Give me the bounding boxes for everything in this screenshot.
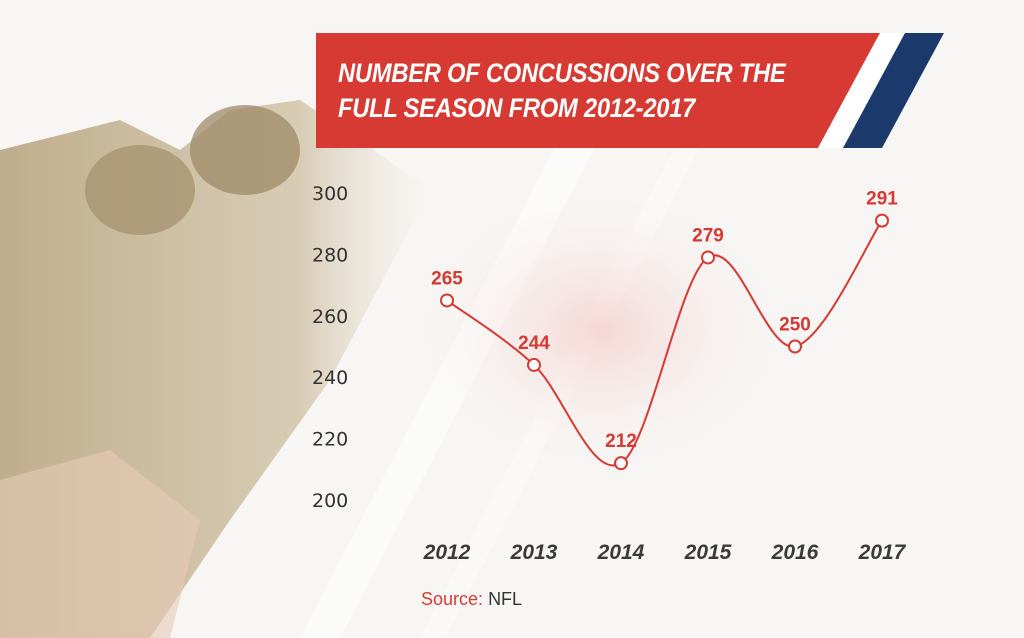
y-tick-label: 280 bbox=[312, 244, 348, 266]
chart-title: NUMBER OF CONCUSSIONS OVER THE FULL SEAS… bbox=[338, 56, 786, 126]
data-label: 212 bbox=[605, 431, 637, 452]
source-note: Source: NFL bbox=[421, 589, 522, 610]
data-point bbox=[788, 339, 802, 354]
x-tick-label: 2014 bbox=[597, 541, 645, 564]
x-tick-label: 2012 bbox=[423, 541, 471, 564]
y-axis: 200 220 240 260 280 300 bbox=[312, 183, 348, 512]
x-tick-label: 2016 bbox=[771, 541, 819, 564]
data-point bbox=[875, 213, 889, 228]
data-label: 250 bbox=[779, 315, 811, 336]
data-point bbox=[701, 250, 715, 265]
series-line bbox=[446, 220, 883, 467]
data-point bbox=[440, 293, 454, 308]
x-axis: 2012 2013 2014 2015 2016 2017 bbox=[423, 541, 907, 564]
data-label: 244 bbox=[518, 333, 550, 354]
y-tick-label: 300 bbox=[312, 183, 348, 205]
data-label: 279 bbox=[692, 225, 724, 246]
data-label: 291 bbox=[866, 189, 898, 210]
chart-title-line-1: NUMBER OF CONCUSSIONS OVER THE bbox=[338, 58, 786, 88]
y-tick-label: 200 bbox=[312, 490, 348, 512]
x-tick-label: 2015 bbox=[684, 541, 732, 564]
y-tick-label: 240 bbox=[312, 367, 348, 389]
x-tick-label: 2017 bbox=[858, 541, 907, 564]
title-banner bbox=[316, 33, 944, 148]
banner-white-stripe bbox=[818, 33, 905, 148]
banner-red bbox=[316, 33, 880, 148]
source-label: Source: bbox=[421, 589, 484, 609]
chart-title-line-2: FULL SEASON FROM 2012-2017 bbox=[338, 93, 696, 123]
y-tick-label: 220 bbox=[312, 429, 348, 451]
data-point bbox=[527, 357, 541, 372]
data-label: 265 bbox=[431, 268, 463, 289]
source-value: NFL bbox=[488, 589, 523, 609]
x-tick-label: 2013 bbox=[510, 541, 558, 564]
banner-navy-stripe bbox=[843, 33, 944, 148]
data-point bbox=[614, 456, 628, 471]
y-tick-label: 260 bbox=[312, 306, 348, 328]
data-points: 265 244 212 279 250 291 bbox=[431, 189, 898, 471]
